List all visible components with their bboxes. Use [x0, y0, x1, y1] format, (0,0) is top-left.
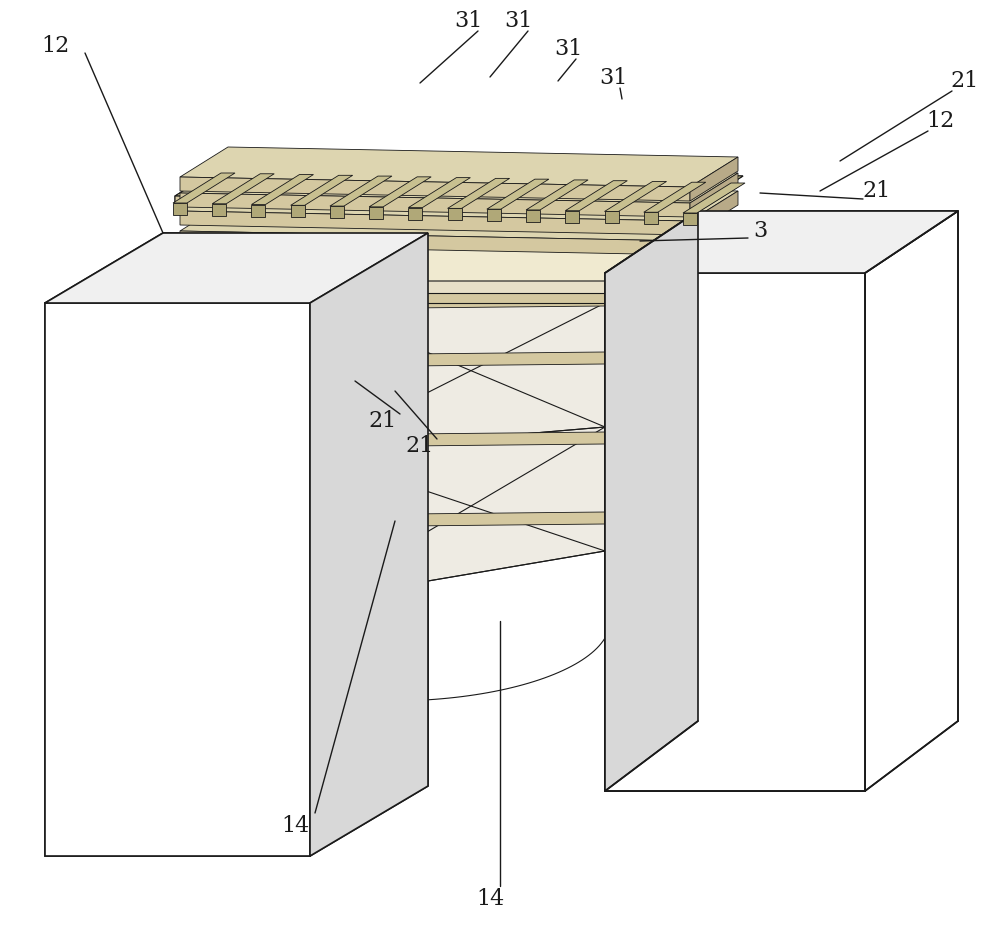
Polygon shape — [145, 526, 178, 561]
Polygon shape — [45, 233, 428, 303]
Text: 21: 21 — [951, 70, 979, 92]
Polygon shape — [173, 303, 183, 601]
Polygon shape — [173, 203, 187, 215]
Polygon shape — [487, 209, 501, 222]
Text: 3: 3 — [753, 220, 767, 242]
Polygon shape — [605, 182, 667, 211]
Polygon shape — [180, 231, 690, 255]
Text: 31: 31 — [504, 10, 532, 32]
Polygon shape — [143, 586, 178, 611]
Text: 21: 21 — [863, 180, 891, 202]
Polygon shape — [45, 233, 428, 303]
Polygon shape — [310, 512, 605, 527]
Polygon shape — [180, 201, 738, 241]
Polygon shape — [605, 211, 619, 223]
Polygon shape — [644, 183, 706, 212]
Polygon shape — [163, 293, 605, 303]
Polygon shape — [178, 303, 310, 601]
Polygon shape — [178, 297, 310, 309]
Polygon shape — [180, 211, 690, 235]
Text: 21: 21 — [369, 410, 397, 432]
Polygon shape — [175, 166, 743, 206]
Polygon shape — [173, 173, 235, 203]
Polygon shape — [180, 193, 690, 217]
Polygon shape — [178, 355, 310, 367]
Text: 31: 31 — [454, 10, 482, 32]
Text: 31: 31 — [554, 38, 582, 60]
Polygon shape — [330, 176, 392, 206]
Polygon shape — [347, 327, 363, 339]
Polygon shape — [45, 303, 310, 856]
Polygon shape — [163, 233, 698, 281]
Polygon shape — [448, 179, 510, 208]
Polygon shape — [291, 175, 353, 205]
Polygon shape — [683, 183, 745, 213]
Polygon shape — [448, 208, 462, 221]
Polygon shape — [487, 179, 549, 209]
Polygon shape — [180, 177, 690, 201]
Polygon shape — [251, 175, 313, 204]
Polygon shape — [310, 233, 428, 856]
Polygon shape — [644, 212, 658, 224]
Polygon shape — [526, 210, 540, 222]
Text: 12: 12 — [41, 35, 69, 57]
Polygon shape — [175, 196, 695, 224]
Polygon shape — [690, 191, 738, 235]
Polygon shape — [45, 303, 310, 856]
Polygon shape — [180, 163, 738, 203]
Polygon shape — [212, 204, 226, 216]
Text: 14: 14 — [476, 888, 504, 910]
Polygon shape — [310, 432, 605, 447]
Polygon shape — [351, 331, 359, 391]
Polygon shape — [175, 166, 743, 206]
Polygon shape — [305, 303, 315, 601]
Polygon shape — [391, 333, 399, 393]
Polygon shape — [178, 514, 200, 561]
Polygon shape — [238, 303, 248, 601]
Polygon shape — [251, 204, 265, 217]
Text: 12: 12 — [926, 110, 954, 132]
Polygon shape — [330, 206, 344, 218]
Polygon shape — [369, 177, 431, 207]
Polygon shape — [175, 196, 695, 224]
Text: 31: 31 — [599, 67, 627, 89]
Polygon shape — [605, 211, 698, 791]
Polygon shape — [180, 147, 738, 187]
Polygon shape — [291, 205, 305, 218]
Polygon shape — [526, 180, 588, 210]
Text: 14: 14 — [281, 815, 309, 837]
Polygon shape — [387, 329, 403, 341]
Polygon shape — [212, 174, 274, 204]
Polygon shape — [605, 273, 865, 791]
Polygon shape — [605, 273, 865, 791]
Polygon shape — [605, 211, 958, 273]
Polygon shape — [690, 157, 738, 201]
Polygon shape — [605, 211, 958, 273]
Polygon shape — [605, 273, 698, 551]
Polygon shape — [178, 515, 310, 527]
Polygon shape — [408, 178, 470, 207]
Polygon shape — [605, 211, 698, 791]
Polygon shape — [310, 303, 605, 601]
Polygon shape — [565, 181, 627, 211]
Polygon shape — [690, 211, 738, 255]
Text: 21: 21 — [406, 435, 434, 457]
Polygon shape — [310, 233, 428, 856]
Polygon shape — [163, 253, 698, 301]
Polygon shape — [683, 213, 697, 225]
Polygon shape — [180, 181, 738, 221]
Polygon shape — [690, 173, 738, 217]
Polygon shape — [565, 211, 579, 223]
Polygon shape — [369, 207, 383, 219]
Polygon shape — [310, 294, 605, 309]
Polygon shape — [408, 207, 422, 220]
Polygon shape — [310, 352, 605, 367]
Polygon shape — [178, 435, 310, 447]
